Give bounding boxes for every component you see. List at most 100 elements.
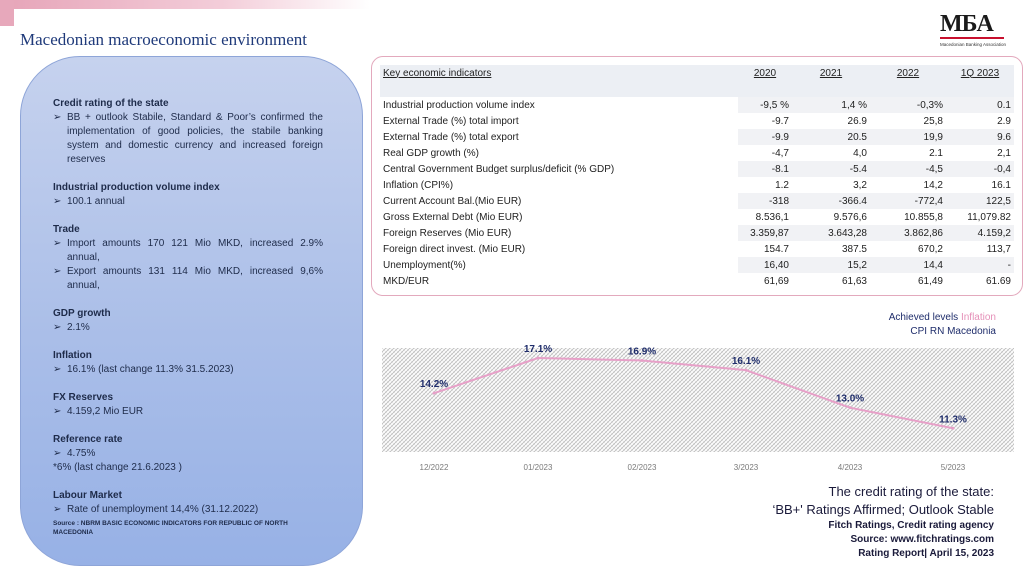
- indicator-value-cell: 4.159,2: [946, 225, 1014, 241]
- credit-rating-note: The credit rating of the state: ‘BB+' Ra…: [772, 483, 994, 561]
- indicator-value-cell: 19,9: [870, 129, 946, 145]
- indicator-value-cell: -: [946, 257, 1014, 273]
- indicator-value-cell: -772,4: [870, 193, 946, 209]
- indicator-value-cell: 26.9: [847, 115, 867, 127]
- inflation-data-point: [640, 358, 644, 362]
- bullet-item: ➢ 2.1%: [53, 321, 323, 335]
- indicator-value-cell: -4,7: [771, 147, 789, 159]
- indicator-value-cell: 3.359,87: [738, 225, 792, 241]
- x-tick-label: 02/2023: [628, 463, 657, 472]
- table-row: External Trade (%) total import -9.7 26.9 2…: [380, 113, 1014, 129]
- indicator-name-cell: Unemployment(%): [383, 259, 466, 271]
- note-text: *6% (last change 21.6.2023 ): [53, 462, 182, 473]
- table-row: Real GDP growth (%) -4,7 4,0 2.1 2,1: [380, 145, 1014, 161]
- indicator-value-cell: 122,5: [946, 193, 1014, 209]
- bullet-item: ➢ Export amounts 131 114 Mio MKD, increas…: [53, 265, 323, 293]
- indicator-value-cell: 61.69: [985, 275, 1011, 287]
- inflation-data-point: [848, 406, 852, 410]
- indicator-value-cell: 154.7: [763, 243, 789, 255]
- indicator-value-cell: 16,40: [738, 257, 792, 273]
- section-inflation: Inflation ➢ 16.1% (last change 11.3% 31.5…: [53, 349, 323, 377]
- data-label: 14.2%: [420, 379, 448, 390]
- data-label: 16.1%: [732, 356, 760, 367]
- indicator-name-cell: Real GDP growth (%): [383, 147, 479, 159]
- indicator-value-cell: 11,079.82: [967, 211, 1011, 223]
- indicator-value-cell: 20.5: [792, 129, 870, 145]
- indicator-value-cell: -366.4: [792, 193, 870, 209]
- indicator-value-cell: -0,3%: [870, 97, 946, 113]
- bullet-text: 2.1%: [67, 322, 90, 333]
- data-label: 11.3%: [939, 414, 967, 425]
- table-row: Current Account Bal.(Mio EUR) -318 -366.4-…: [380, 193, 1014, 209]
- indicator-value-cell: -5.4: [792, 161, 870, 177]
- indicator-value-cell: 61,69: [763, 275, 789, 287]
- rating-line-4: Source: www.fitchratings.com: [850, 534, 994, 545]
- indicator-value-cell: 1Q 2023: [946, 65, 1014, 81]
- section-title: Inflation: [53, 350, 92, 361]
- data-label: 16.9%: [628, 346, 656, 357]
- indicator-value-cell: 387.5: [841, 243, 867, 255]
- section-title: Trade: [53, 224, 80, 235]
- inflation-data-point: [951, 426, 955, 430]
- indicator-value-cell: 16.1: [991, 179, 1011, 191]
- indicator-value-cell: -8.1: [738, 161, 792, 177]
- arrow-bullet-icon: ➢: [53, 266, 62, 277]
- indicator-value-cell: -318: [738, 193, 792, 209]
- section-title: Credit rating of the state: [53, 98, 169, 109]
- logo-mark: MБA: [940, 12, 1006, 39]
- key-indicators-table-box: Key economic indicators 2020 2021 2022 1Q 20…: [371, 56, 1023, 296]
- table-row: External Trade (%) total export -9.9 20.5 1…: [380, 129, 1014, 145]
- indicator-value-cell: -4,5: [870, 161, 946, 177]
- section-title: GDP growth: [53, 308, 111, 319]
- indicator-name-cell: Key economic indicators: [380, 65, 738, 81]
- table-spacer-row: [380, 81, 1014, 97]
- indicator-name-cell: Industrial production volume index: [383, 99, 535, 111]
- indicator-value-cell: 10.855,8: [904, 211, 943, 223]
- inflation-data-point: [744, 368, 748, 372]
- bullet-text: Import amounts 170 121 Mio MKD, increase…: [67, 238, 323, 263]
- indicator-value-cell: 3.862,86: [870, 225, 946, 241]
- indicator-value-cell: 61,49: [917, 275, 943, 287]
- section-title: Labour Market: [53, 490, 122, 501]
- key-indicators-table: Key economic indicators 2020 2021 2022 1Q 20…: [380, 65, 1014, 289]
- bullet-item: ➢ 4.75%: [53, 447, 323, 461]
- indicator-value-cell: 0.1: [946, 97, 1014, 113]
- indicator-name-cell: External Trade (%) total export: [383, 131, 519, 143]
- indicator-name-cell: MKD/EUR: [383, 275, 430, 287]
- indicator-value-cell: 61,63: [841, 275, 867, 287]
- arrow-bullet-icon: ➢: [53, 322, 62, 333]
- macro-summary-panel: Credit rating of the state ➢ BB + outlook…: [20, 56, 363, 566]
- section-title: FX Reserves: [53, 392, 114, 403]
- arrow-bullet-icon: ➢: [53, 406, 62, 417]
- indicator-name-cell: Foreign direct invest. (Mio EUR): [383, 243, 526, 255]
- bullet-text: Rate of unemployment 14,4% (31.12.2022): [67, 504, 259, 515]
- indicator-value-cell: 2021: [792, 65, 870, 81]
- indicator-value-cell: 15,2: [792, 257, 870, 273]
- logo-underline: [940, 37, 1004, 39]
- macro-summary-content: Credit rating of the state ➢ BB + outlook…: [53, 97, 323, 537]
- indicator-value-cell: 3,2: [853, 179, 867, 191]
- table-row: Central Government Budget surplus/defici…: [380, 161, 1014, 177]
- bullet-text: BB + outlook Stabile, Standard & Poor’s …: [67, 112, 323, 165]
- x-tick-label: 01/2023: [524, 463, 553, 472]
- indicator-value-cell: 25,8: [923, 115, 943, 127]
- table-row: Unemployment(%) 16,40 15,2 14,4-: [380, 257, 1014, 273]
- mba-logo: MБA Macedonian Banking Association: [940, 12, 1006, 48]
- rating-line-5: Rating Report| April 15, 2023: [858, 548, 994, 559]
- indicator-value-cell: 2020: [738, 65, 792, 81]
- data-label: 17.1%: [524, 344, 552, 355]
- table-row: MKD/EUR 61,69 61,63 61,49 61.69: [380, 273, 1014, 289]
- section-credit-rating: Credit rating of the state ➢ BB + outlook…: [53, 97, 323, 167]
- bullet-text: 4.75%: [67, 448, 96, 459]
- source-note: Source : NBRM BASIC ECONOMIC INDICATORS …: [53, 520, 288, 536]
- inflation-chart-svg: 14.2% 17.1% 16.9% 16.1% 13.0% 11.3% 12/2022 01/…: [382, 344, 1014, 472]
- x-tick-label: 3/2023: [734, 463, 759, 472]
- top-accent-bar: [0, 0, 370, 9]
- indicator-value-cell: 2.1: [929, 147, 943, 159]
- table-row: Foreign direct invest. (Mio EUR) 154.7 387…: [380, 241, 1014, 257]
- rating-line-1: The credit rating of the state:: [828, 484, 994, 499]
- indicator-value-cell: -9.7: [771, 115, 789, 127]
- bullet-item: ➢ BB + outlook Stabile, Standard & Poor’s…: [53, 111, 323, 167]
- x-tick-label: 5/2023: [941, 463, 966, 472]
- bullet-text: 4.159,2 Mio EUR: [67, 406, 144, 417]
